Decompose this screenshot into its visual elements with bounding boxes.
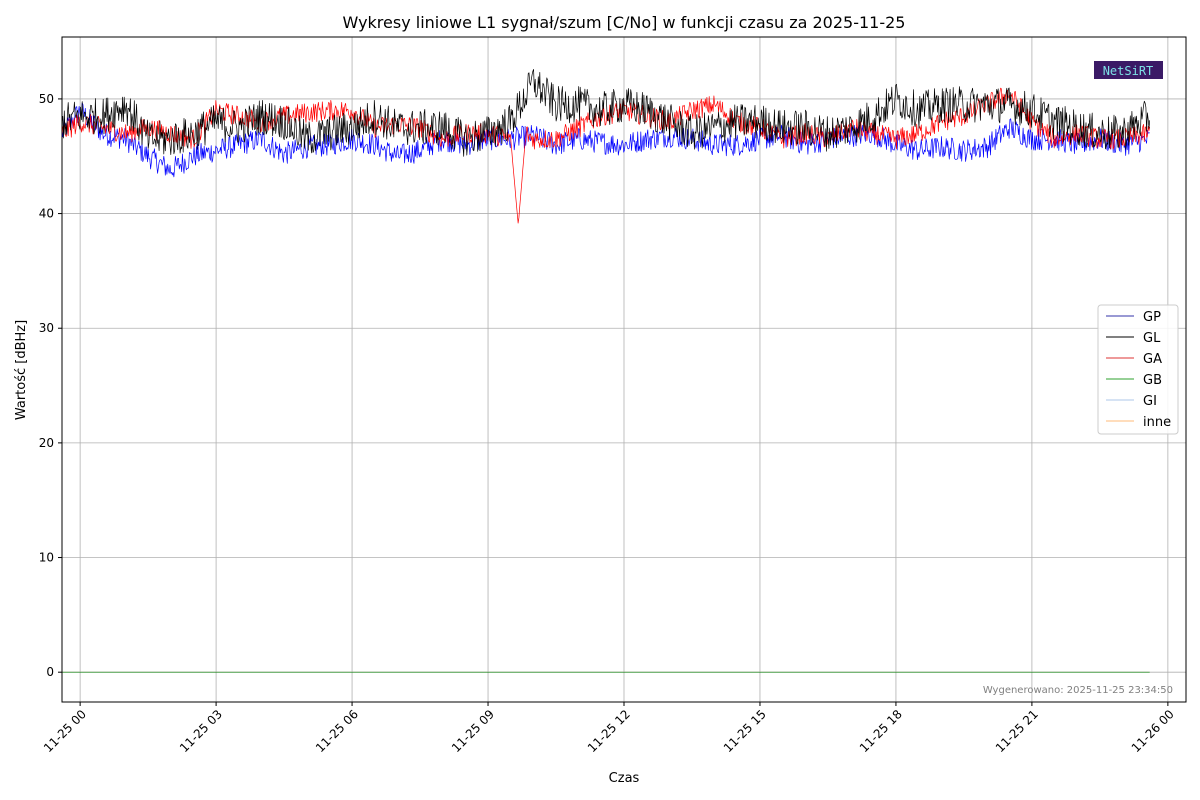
y-tick-label: 20 bbox=[39, 436, 54, 450]
y-tick-label: 50 bbox=[39, 92, 54, 106]
series-line-gp bbox=[61, 102, 1150, 178]
legend-label-gi: GI bbox=[1143, 394, 1157, 409]
series-layer bbox=[61, 69, 1151, 673]
logo-text: NetSiRT bbox=[1103, 64, 1154, 78]
legend-label-inne: inne bbox=[1143, 415, 1171, 430]
series-line-gl bbox=[61, 69, 1151, 157]
logo: NetSiRT bbox=[1094, 61, 1163, 79]
generated-timestamp: Wygenerowano: 2025-11-25 23:34:50 bbox=[983, 685, 1173, 696]
y-tick-label: 10 bbox=[39, 551, 54, 565]
y-tick-label: 40 bbox=[39, 207, 54, 221]
y-axis-label: Wartość [dBHz] bbox=[14, 320, 29, 420]
y-tick-label: 30 bbox=[39, 321, 54, 335]
x-axis-label: Czas bbox=[609, 771, 640, 786]
legend-label-ga: GA bbox=[1143, 352, 1162, 367]
logo-background bbox=[1094, 61, 1163, 79]
y-axis: 0 10 20 30 40 50 bbox=[39, 92, 62, 679]
legend-label-gb: GB bbox=[1143, 373, 1162, 388]
legend-label-gp: GP bbox=[1143, 310, 1161, 325]
y-tick-label: 0 bbox=[46, 665, 54, 679]
legend: GP GL GA GB GI inne bbox=[1097, 304, 1179, 435]
legend-label-gl: GL bbox=[1143, 331, 1161, 346]
chart-title: Wykresy liniowe L1 sygnał/szum [C/No] w … bbox=[343, 13, 906, 32]
